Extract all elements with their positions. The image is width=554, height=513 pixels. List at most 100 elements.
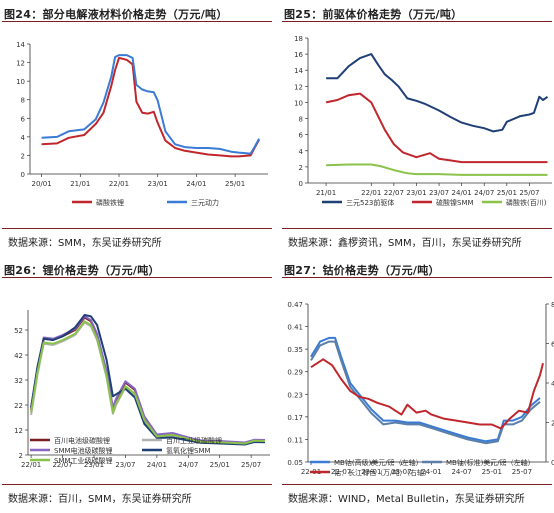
- y-tick-label: 0.47: [287, 301, 303, 309]
- title-divider: [2, 21, 272, 22]
- legend-label: 硫酸镍SMM: [436, 198, 474, 207]
- title-divider: [282, 21, 552, 22]
- x-tick-label: 22-07: [331, 468, 351, 476]
- y-tick-label-right: 60: [551, 341, 554, 349]
- source-divider: [2, 228, 272, 229]
- legend-label: MB钴(高级)美元/磅（左轴）: [334, 458, 423, 467]
- chart-cobalt-prices: 0.05 0.11 0.17 0.23 0.29 0.35 0.41 0.47 0 20 40 60 8…: [287, 301, 554, 477]
- legend-label: 磷酸铁(百川): [506, 198, 547, 207]
- y-tick-label-right: 20: [551, 420, 554, 428]
- x-tick-label: 24/01: [186, 180, 206, 188]
- y-tick-label-right: 0: [551, 459, 554, 467]
- chart-panel-precursor: 图25：前驱体价格走势（万元/吨） 0 2 4 6 8 10 12 14 16 18 21/01 22…: [282, 0, 552, 250]
- x-tick-label: 23/01: [406, 189, 426, 197]
- chart-title: 图26：锂价格走势（万元/吨）: [4, 264, 160, 277]
- legend-label: MB钴(标准)美元/磅（左轴）: [446, 458, 535, 467]
- chart-source: 数据来源：WIND，Metal Bulletin，东吴证券研究所: [288, 494, 525, 505]
- y-tick-label: 6: [21, 115, 26, 123]
- series-line-4: [30, 320, 266, 445]
- x-tick-label: 23-07: [391, 468, 411, 476]
- y-tick-label: 52: [14, 327, 23, 335]
- legend-label: 百川工业级碳酸锂: [166, 436, 222, 445]
- legend-label: 钴：长江有色（万/吨）（右轴）: [334, 468, 431, 477]
- y-tick-label: 0.05: [287, 459, 303, 467]
- chart-panel-lithium: 图26：锂价格走势（万元/吨） 2 12 22 32 42 52 22/01 22/07 23/…: [2, 256, 272, 506]
- y-tick-label: 42: [14, 352, 23, 360]
- series-line-1: [41, 54, 260, 155]
- series-line-2: [326, 163, 548, 176]
- x-tick-label: 24/07: [474, 189, 494, 197]
- x-tick-label: 23/01: [84, 461, 104, 469]
- x-tick-label: 24/01: [452, 189, 472, 197]
- x-tick-label: 25-01: [482, 468, 502, 476]
- x-tick-label: 23/07: [429, 189, 449, 197]
- chart-source: 数据来源：百川，SMM，东吴证券研究所: [8, 494, 192, 505]
- y-tick-label: 0.23: [287, 391, 303, 399]
- series-line-0: [326, 53, 549, 133]
- source-divider: [282, 484, 552, 485]
- chart-lithium-prices: 2 12 22 32 42 52 22/01 22/07 23/01 23/07 24/01 24/0…: [14, 310, 270, 469]
- source-divider: [2, 484, 272, 485]
- series-line-1: [325, 92, 548, 164]
- y-tick-label: 22: [14, 402, 23, 410]
- y-tick-label: 0: [21, 171, 25, 179]
- y-tick-label: 0: [299, 180, 303, 188]
- chart-panel-electrolyte: 图24：部分电解液材料价格走势（万元/吨） 0 2 4 6 8 10 12 14 20/01 21…: [2, 0, 272, 250]
- y-tick-label: 2: [19, 452, 23, 460]
- x-tick-label: 24/07: [178, 461, 198, 469]
- x-tick-label: 21/01: [70, 180, 90, 188]
- series-line-2: [310, 358, 544, 430]
- y-tick-label: 0.17: [287, 414, 303, 422]
- legend-label: 磷酸铁锂: [96, 198, 124, 207]
- x-tick-label: 23-01: [361, 468, 381, 476]
- legend-label: 百川电池级碳酸锂: [54, 436, 110, 445]
- chart-electrolyte-prices: 0 2 4 6 8 10 12 14 20/01 21/01 22/01 23/01 24/01 25/0…: [16, 41, 268, 207]
- y-tick-label: 32: [14, 377, 23, 385]
- y-tick-label: 14: [294, 67, 303, 75]
- x-tick-label: 24-01: [421, 468, 441, 476]
- y-tick-label: 0.41: [287, 324, 303, 332]
- source-divider: [282, 228, 552, 229]
- series-line-2: [30, 315, 266, 444]
- x-tick-label: 25/07: [519, 189, 539, 197]
- x-tick-label: 24/01: [147, 461, 167, 469]
- x-tick-label: 23/01: [148, 180, 168, 188]
- y-tick-label: 8: [21, 97, 25, 105]
- series-line-0: [41, 56, 260, 158]
- x-tick-label: 22/01: [361, 189, 381, 197]
- y-tick-label: 0.29: [287, 369, 303, 377]
- y-tick-label: 6: [299, 132, 304, 140]
- y-tick-label: 10: [294, 99, 303, 107]
- chart-title: 图24：部分电解液材料价格走势（万元/吨）: [4, 8, 228, 21]
- y-tick-label: 12: [294, 83, 303, 91]
- y-tick-label: 2: [21, 152, 25, 160]
- legend-label: SMM电池级碳酸锂: [54, 446, 113, 455]
- legend-label: SMM工业级碳酸锂: [54, 456, 113, 465]
- x-tick-label: 25/01: [225, 180, 245, 188]
- y-tick-label-right: 80: [551, 301, 554, 309]
- y-tick-label: 2: [299, 164, 303, 172]
- chart-title: 图27：钴价格走势（万元/吨）: [284, 264, 440, 277]
- legend-label: 三元523前驱体: [346, 198, 394, 207]
- legend-label: 氢氧化锂SMM: [166, 446, 211, 455]
- title-divider: [2, 277, 272, 278]
- y-tick-label-right: 40: [551, 380, 554, 388]
- title-divider: [282, 277, 552, 278]
- y-tick-label: 8: [299, 116, 303, 124]
- x-tick-label: 22/01: [21, 461, 41, 469]
- x-tick-label: 22/07: [384, 189, 404, 197]
- y-tick-label: 0.11: [287, 436, 303, 444]
- series-line-3: [30, 314, 266, 446]
- chart-source: 数据来源：SMM，东吴证券研究所: [8, 238, 162, 249]
- x-tick-label: 25/07: [241, 461, 261, 469]
- y-tick-label: 12: [16, 60, 25, 68]
- x-tick-label: 20/01: [32, 180, 52, 188]
- x-tick-label: 25-07: [512, 468, 532, 476]
- chart-title: 图25：前驱体价格走势（万元/吨）: [284, 8, 463, 21]
- chart-panel-cobalt: 图27：钴价格走势（万元/吨） 0.05 0.11 0.17 0.23 0.29 0.35…: [282, 256, 554, 506]
- y-tick-label: 14: [16, 41, 25, 49]
- y-tick-label: 4: [21, 134, 26, 142]
- x-tick-label: 22/01: [109, 180, 129, 188]
- x-tick-label: 23/07: [115, 461, 135, 469]
- y-tick-label: 12: [14, 427, 23, 435]
